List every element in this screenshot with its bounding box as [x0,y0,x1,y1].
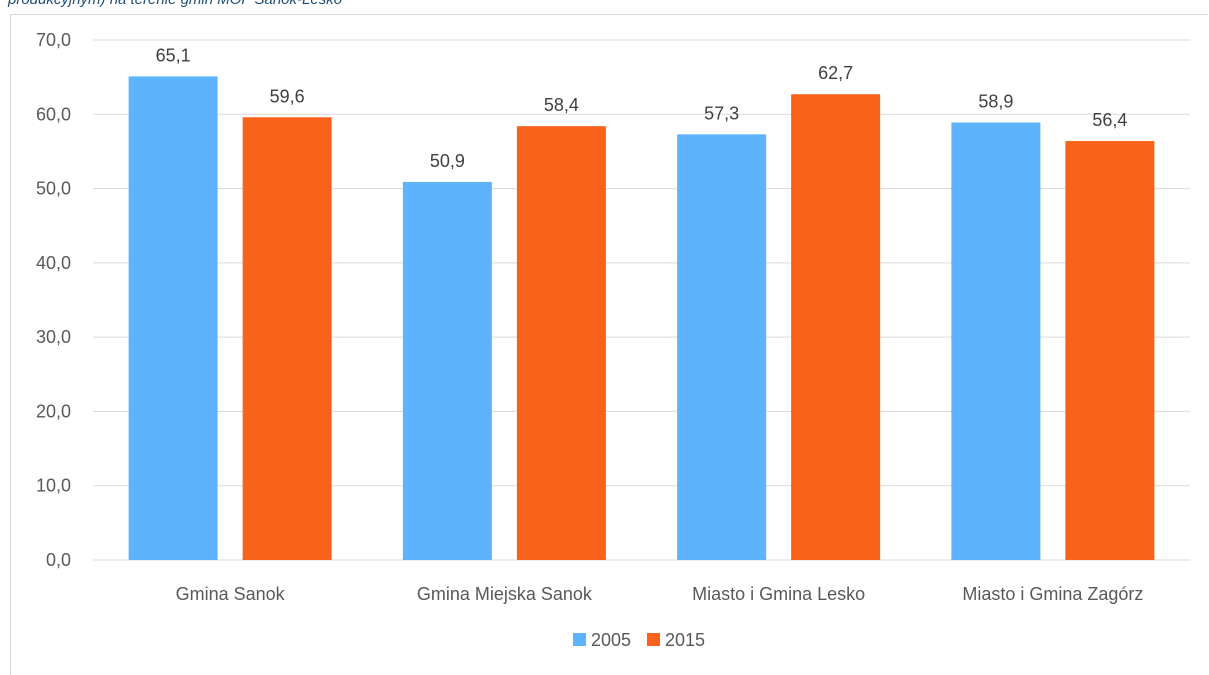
chart-frame [10,14,1208,675]
y-tick-label: 10,0 [36,476,71,496]
x-axis: Gmina Sanok Gmina Miejska Sanok Miasto i G… [176,584,1144,604]
bar-2005 [402,181,492,560]
legend-label: 2005 [591,630,631,650]
legend-label: 2015 [665,630,705,650]
bars [128,76,1155,561]
data-label: 56,4 [1092,110,1127,130]
legend-swatch-2005 [573,633,586,646]
data-label: 59,6 [270,86,305,106]
y-tick-label: 30,0 [36,327,71,347]
bar-2005 [128,76,218,561]
bar-2015 [791,94,881,560]
y-tick-label: 60,0 [36,104,71,124]
data-label: 58,4 [544,95,579,115]
x-tick-label: Gmina Sanok [176,584,286,604]
data-labels: 65,1 59,6 50,9 58,4 57,3 62,7 58,9 56,4 [156,45,1128,170]
bar-2015 [516,126,606,561]
y-axis: 0,0 10,0 20,0 30,0 40,0 50,0 60,0 70,0 [36,30,71,570]
data-label: 65,1 [156,45,191,65]
y-tick-label: 50,0 [36,179,71,199]
legend: 2005 2015 [573,630,705,650]
y-tick-label: 70,0 [36,30,71,50]
x-tick-label: Miasto i Gmina Zagórz [962,584,1143,604]
x-tick-label: Miasto i Gmina Lesko [692,584,865,604]
data-label: 62,7 [818,63,853,83]
data-label: 50,9 [430,151,465,171]
bar-2005 [951,122,1041,560]
y-tick-label: 20,0 [36,401,71,421]
chart-caption: produkcyjnym) na terenie gmin MOF Sanok-… [8,0,342,8]
data-label: 57,3 [704,103,739,123]
bar-2015 [1065,141,1155,560]
y-tick-label: 0,0 [46,550,71,570]
bar-2015 [242,117,332,560]
y-tick-label: 40,0 [36,253,71,273]
legend-swatch-2015 [647,633,660,646]
x-tick-label: Gmina Miejska Sanok [417,584,593,604]
data-label: 58,9 [978,91,1013,111]
bar-2005 [677,134,767,561]
